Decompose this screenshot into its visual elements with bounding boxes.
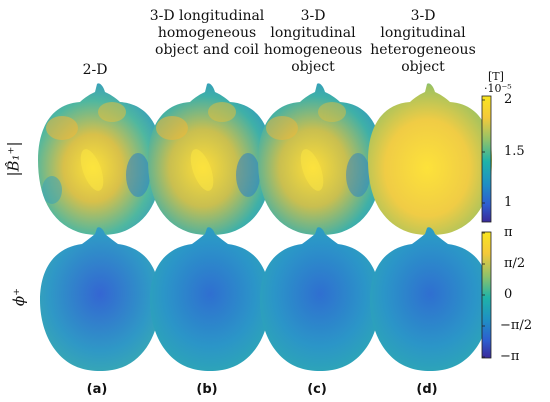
colorbar-unit: [T] <box>488 70 504 83</box>
column-title-d: 3-D longitudinal heterogeneous object <box>370 8 476 75</box>
subfigure-label-b: (b) <box>196 382 218 397</box>
column-title-c: 3-D longitudinal homogeneous object <box>263 8 363 75</box>
subfigure-label-a: (a) <box>86 382 108 397</box>
column-title-a: 2-D <box>82 62 108 78</box>
colorbar-tick: π <box>504 225 513 240</box>
colorbar-tick: −π <box>500 349 520 364</box>
subfigure-label-c: (c) <box>307 382 327 397</box>
colorbar-tick: 2 <box>504 92 513 107</box>
colorbar-tick: 0 <box>504 287 513 302</box>
colorbar-tick: −π/2 <box>500 318 533 333</box>
subfigure-label-d: (d) <box>416 382 438 397</box>
colorbar-magnitude <box>481 95 492 223</box>
phase-map-d <box>370 227 490 371</box>
magnitude-map-d <box>368 83 492 235</box>
colorbar-scale: ·10⁻⁵ <box>484 82 512 95</box>
phase-map-c <box>260 227 380 371</box>
phase-map-a <box>40 227 160 371</box>
column-title-b: 3-D longitudinal homogeneous object and … <box>149 8 265 58</box>
colorbar-tick: π/2 <box>504 256 526 271</box>
colorbar-tick: 1.5 <box>504 144 525 159</box>
phase-map-b <box>150 227 270 371</box>
colorbar-tick: 1 <box>504 195 513 210</box>
